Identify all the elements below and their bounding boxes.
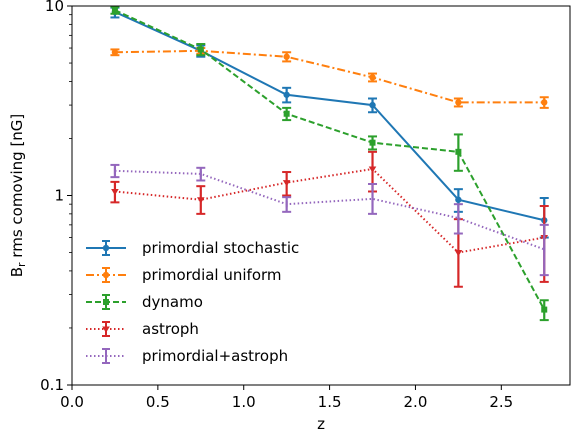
legend-entry: primordial+astroph (86, 347, 288, 365)
legend-marker (102, 244, 110, 252)
legend-label: primordial+astroph (142, 347, 288, 365)
data-point (111, 188, 119, 196)
series-primordial-stochastic (110, 6, 549, 239)
y-axis-label-sub: r (15, 262, 28, 267)
series-line (114, 11, 545, 222)
data-point (455, 196, 462, 203)
x-tick-label: 0.5 (146, 393, 170, 411)
data-point (282, 180, 291, 187)
data-point (283, 53, 290, 60)
data-point (455, 99, 462, 106)
x-tick-label: 1.5 (318, 393, 342, 411)
series-primordial-uniform (110, 47, 549, 109)
x-tick-label: 0.0 (60, 393, 84, 411)
legend-marker (102, 326, 110, 333)
legend-entry: primordial uniform (86, 266, 282, 284)
data-point (541, 99, 548, 106)
data-point (111, 7, 118, 14)
series-line (114, 169, 545, 251)
data-point (541, 306, 548, 313)
legend-label: primordial stochastic (142, 239, 299, 257)
data-point (368, 166, 377, 173)
data-point (111, 49, 119, 56)
data-point (455, 148, 462, 155)
data-point (454, 250, 463, 257)
series-line (114, 49, 545, 104)
legend-entry: dynamo (86, 293, 203, 311)
y-axis-label-main: B (8, 267, 26, 277)
data-point (196, 197, 205, 204)
legend-entry: primordial stochastic (86, 239, 299, 257)
y-axis-label: Br rms comoving [nG] (8, 114, 28, 278)
data-point (197, 46, 204, 53)
legend-entry: astroph (86, 320, 199, 338)
data-point (283, 110, 290, 117)
y-axis-label-rest: rms comoving [nG] (8, 114, 26, 263)
x-tick-label: 2.5 (489, 393, 513, 411)
y-tick-label: 10 (45, 0, 64, 15)
legend-marker (103, 299, 109, 305)
series-line (114, 167, 545, 254)
series-dynamo (110, 5, 549, 322)
plot-area (110, 5, 549, 322)
legend-marker (102, 271, 110, 279)
legend-label: primordial uniform (142, 266, 282, 284)
data-point (283, 91, 290, 98)
x-tick-label: 2.0 (404, 393, 428, 411)
axes: 0.0 0.5 1.0 1.5 2.0 2.5 0.1 1 10 (40, 0, 571, 411)
y-tick-label: 0.1 (40, 376, 64, 394)
data-point (369, 74, 376, 81)
data-point (369, 101, 376, 109)
x-axis-label: z (317, 415, 325, 433)
data-point (369, 139, 376, 146)
x-tick-label: 1.0 (232, 393, 256, 411)
legend: primordial stochastic primordial uniform d… (86, 239, 299, 365)
series-primordial-astroph (110, 163, 549, 277)
series-line (114, 9, 546, 311)
legend-label: astroph (142, 320, 199, 338)
legend-label: dynamo (142, 293, 203, 311)
y-tick-label: 1 (54, 187, 64, 205)
